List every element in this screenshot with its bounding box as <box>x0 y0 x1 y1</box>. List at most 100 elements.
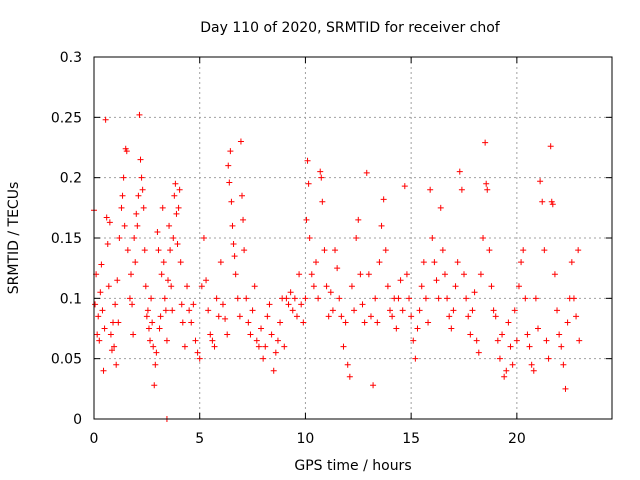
data-point <box>450 307 457 314</box>
data-point <box>530 367 537 374</box>
data-point <box>458 186 465 193</box>
data-point <box>247 331 254 338</box>
data-point <box>492 313 499 320</box>
data-point <box>291 295 298 302</box>
data-point <box>310 283 317 290</box>
data-point <box>494 337 501 344</box>
data-point <box>399 307 406 314</box>
data-point <box>318 174 325 181</box>
data-point <box>198 283 205 290</box>
data-point <box>108 347 115 354</box>
data-point <box>418 283 425 290</box>
data-point <box>528 361 535 368</box>
data-point <box>420 259 427 266</box>
data-point <box>134 222 141 229</box>
data-point <box>422 295 429 302</box>
data-point <box>230 241 237 248</box>
data-point <box>439 247 446 254</box>
data-point <box>243 295 250 302</box>
data-point <box>285 301 292 308</box>
data-point <box>547 143 554 150</box>
data-point <box>537 178 544 185</box>
data-point <box>526 343 533 350</box>
data-point <box>272 349 279 356</box>
data-point <box>154 228 161 235</box>
data-point <box>338 313 345 320</box>
data-point <box>200 235 207 241</box>
data-point <box>505 319 512 326</box>
data-point <box>107 331 114 338</box>
data-point <box>217 259 224 266</box>
data-point <box>225 162 232 169</box>
data-point <box>410 337 417 344</box>
data-point <box>97 289 104 296</box>
data-point <box>137 156 144 163</box>
y-tick-label: 0.3 <box>60 50 82 66</box>
data-point <box>99 307 106 314</box>
data-point <box>140 204 147 211</box>
data-point <box>112 301 119 308</box>
x-tick-label: 20 <box>508 431 526 447</box>
data-point <box>194 349 201 356</box>
data-point <box>236 313 243 320</box>
data-point <box>465 313 472 320</box>
data-point <box>118 204 125 211</box>
data-point <box>429 235 436 241</box>
data-point <box>173 210 180 217</box>
data-point <box>260 355 267 362</box>
data-point <box>106 219 113 226</box>
data-point <box>207 331 214 338</box>
data-point <box>482 139 489 146</box>
data-point <box>401 183 408 190</box>
data-point <box>245 319 252 326</box>
data-point <box>509 361 516 368</box>
data-point <box>518 259 525 266</box>
data-point <box>397 277 404 284</box>
data-point <box>564 319 571 326</box>
data-point <box>92 301 99 308</box>
data-point <box>253 337 260 344</box>
data-point <box>268 331 275 338</box>
data-point <box>283 295 290 302</box>
y-tick-label: 0.1 <box>60 291 82 307</box>
data-point <box>332 247 339 254</box>
data-point <box>355 216 362 223</box>
data-point <box>123 148 130 155</box>
data-point <box>541 247 548 254</box>
data-point <box>94 331 101 338</box>
data-point <box>302 295 309 302</box>
data-point <box>231 253 238 260</box>
data-point <box>188 319 195 326</box>
data-point <box>255 343 262 350</box>
data-point <box>157 313 164 320</box>
data-point <box>435 295 442 302</box>
data-point <box>262 343 269 350</box>
data-point <box>156 325 163 332</box>
data-point <box>266 301 273 308</box>
data-point <box>376 259 383 266</box>
data-point <box>545 355 552 362</box>
tick-labels: 0 5 10 15 20 0 0.05 0.1 0.15 0.2 0.25 0.3 <box>51 50 526 447</box>
data-point <box>178 301 185 308</box>
data-point <box>147 337 154 344</box>
data-points <box>91 111 583 422</box>
data-point <box>412 355 419 362</box>
data-point <box>456 168 463 175</box>
data-point <box>241 247 248 254</box>
data-point <box>522 295 529 302</box>
data-point <box>461 271 467 278</box>
data-point <box>237 138 244 145</box>
data-point <box>181 343 188 350</box>
data-point <box>119 192 126 199</box>
data-point <box>353 235 360 241</box>
chart-title: Day 110 of 2020, SRMTID for receiver cho… <box>200 20 501 36</box>
data-point <box>359 301 366 308</box>
data-point <box>431 259 438 266</box>
data-point <box>387 307 393 314</box>
data-point <box>452 283 459 290</box>
data-point <box>513 337 520 344</box>
data-point <box>176 186 183 193</box>
data-point <box>190 301 197 308</box>
data-point <box>433 277 440 284</box>
